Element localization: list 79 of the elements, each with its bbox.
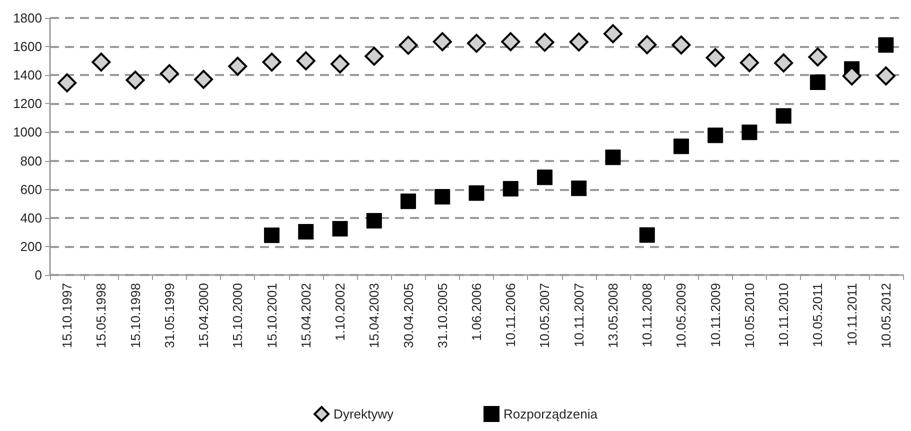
point bbox=[536, 170, 552, 186]
point bbox=[603, 24, 622, 44]
point bbox=[672, 35, 691, 54]
point bbox=[92, 52, 111, 72]
y-tick-label: 200 bbox=[20, 238, 42, 254]
point bbox=[740, 53, 759, 72]
point bbox=[366, 212, 382, 228]
point bbox=[298, 224, 314, 240]
x-tick-label: 10.05.2007 bbox=[537, 283, 552, 348]
y-tick-label: 1800 bbox=[13, 10, 42, 26]
x-tick-label: 10.05.2012 bbox=[878, 283, 894, 348]
point bbox=[262, 52, 282, 72]
y-tick-label: 1600 bbox=[13, 39, 42, 54]
point bbox=[194, 70, 214, 89]
point bbox=[708, 128, 724, 144]
point bbox=[398, 36, 418, 55]
point bbox=[742, 124, 758, 140]
point bbox=[228, 56, 248, 76]
point bbox=[605, 150, 621, 166]
point bbox=[706, 48, 725, 68]
x-tick-label: 15.10.2001 bbox=[264, 283, 280, 348]
y-tick-label: 600 bbox=[20, 182, 42, 197]
point bbox=[467, 34, 486, 53]
y-tick-label: 1200 bbox=[13, 96, 42, 112]
point bbox=[673, 138, 689, 154]
x-tick-label: 15.10.1997 bbox=[60, 283, 75, 348]
point bbox=[330, 54, 350, 74]
x-tick-label: 15.05.1998 bbox=[94, 283, 109, 348]
x-tick-label: 30.04.2005 bbox=[400, 283, 416, 348]
point bbox=[571, 180, 587, 196]
x-tick-label: 10.11.2011 bbox=[844, 283, 860, 346]
point bbox=[58, 73, 77, 92]
x-tick-label: 15.04.2003 bbox=[366, 283, 382, 348]
x-tick-label: 10.11.2008 bbox=[640, 283, 655, 348]
x-tick-label: 1.06.2006 bbox=[469, 283, 484, 341]
point bbox=[535, 32, 554, 52]
x-tick-label: 1.10.2002 bbox=[332, 283, 348, 341]
point bbox=[400, 194, 416, 210]
point bbox=[569, 32, 588, 52]
x-tick-label: 10.11.2009 bbox=[708, 283, 723, 348]
y-tick-label: 0 bbox=[34, 268, 42, 282]
x-tick-label: 10.05.2011 bbox=[810, 283, 826, 348]
point bbox=[774, 53, 794, 72]
point bbox=[808, 47, 828, 66]
point bbox=[432, 32, 452, 52]
point bbox=[264, 228, 280, 244]
y-tick-label: 400 bbox=[20, 210, 42, 226]
point bbox=[296, 51, 316, 70]
x-tick-label: 10.11.2006 bbox=[503, 283, 518, 348]
x-tick-label: 31.10.2005 bbox=[434, 283, 450, 348]
x-tick-label: 10.05.2009 bbox=[674, 283, 689, 348]
legend-label: Dyrektywy bbox=[334, 406, 394, 422]
point bbox=[776, 108, 792, 124]
point bbox=[638, 35, 657, 54]
x-tick-label: 15.10.2000 bbox=[230, 283, 246, 348]
point bbox=[434, 189, 450, 205]
x-tick-label: 10.05.2010 bbox=[742, 283, 757, 348]
legend-label: Rozporządzenia bbox=[504, 406, 598, 422]
point bbox=[502, 181, 518, 197]
point bbox=[876, 66, 896, 86]
x-tick-label: 15.04.2002 bbox=[298, 283, 314, 348]
x-tick-label: 15.10.1998 bbox=[128, 283, 143, 348]
y-tick-label: 1400 bbox=[13, 68, 42, 83]
point bbox=[332, 220, 348, 236]
point bbox=[810, 74, 826, 90]
point bbox=[639, 227, 655, 243]
x-tick-label: 13.05.2008 bbox=[605, 283, 620, 348]
point bbox=[126, 70, 145, 90]
y-tick-label: 800 bbox=[20, 153, 42, 168]
x-tick-label: 10.11.2007 bbox=[571, 283, 586, 348]
x-tick-label: 31.05.1999 bbox=[162, 283, 177, 348]
point bbox=[364, 46, 384, 66]
point bbox=[501, 32, 520, 52]
point bbox=[468, 185, 484, 201]
x-tick-label: 15.04.2000 bbox=[196, 283, 212, 348]
x-tick-label: 10.11.2010 bbox=[776, 283, 792, 348]
point bbox=[160, 64, 179, 84]
point bbox=[878, 37, 894, 53]
y-tick-label: 1000 bbox=[13, 124, 42, 140]
